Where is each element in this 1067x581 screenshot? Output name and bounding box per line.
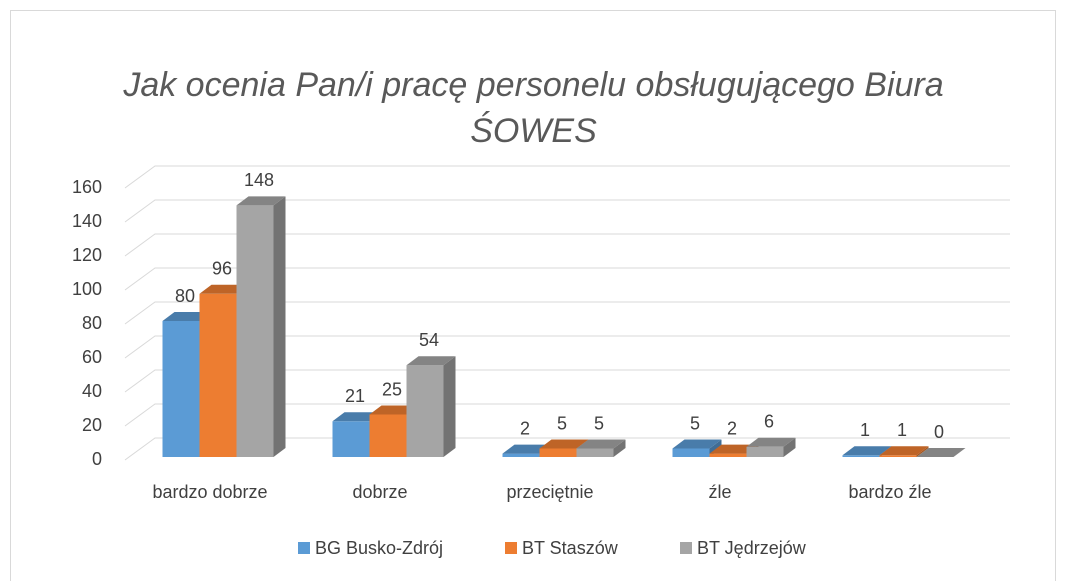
bar-front xyxy=(502,453,540,457)
bar-top xyxy=(332,412,382,422)
x-tick-label: dobrze xyxy=(352,482,407,502)
bar-top xyxy=(709,444,759,454)
data-label: 0 xyxy=(934,422,944,442)
x-tick-label: bardzo źle xyxy=(848,482,931,502)
y-tick-label: 160 xyxy=(72,177,102,197)
data-label: 5 xyxy=(557,413,567,433)
bar-top xyxy=(576,439,626,449)
bar-top xyxy=(369,405,419,415)
legend-label: BT Staszów xyxy=(522,538,619,558)
grid-line xyxy=(124,165,1010,189)
bar-front xyxy=(746,446,784,457)
bar xyxy=(746,437,796,457)
data-label: 96 xyxy=(212,259,232,279)
grid-line xyxy=(124,437,1010,461)
legend-swatch xyxy=(680,542,692,554)
bar-top xyxy=(672,439,722,449)
bar-front xyxy=(236,205,274,457)
grid-line xyxy=(124,199,1010,223)
y-tick-label: 20 xyxy=(82,415,102,435)
bar-front xyxy=(842,455,880,457)
bar-front xyxy=(879,455,917,457)
chart-frame xyxy=(10,10,1056,581)
y-tick-label: 80 xyxy=(82,313,102,333)
bar-side xyxy=(443,356,456,457)
bar xyxy=(236,196,286,457)
bar-front xyxy=(369,414,407,457)
data-label: 54 xyxy=(419,330,439,350)
legend-swatch xyxy=(505,542,517,554)
data-label: 21 xyxy=(345,386,365,406)
bar-front xyxy=(672,448,710,457)
data-label: 5 xyxy=(690,413,700,433)
grid-line xyxy=(124,335,1010,359)
bar-top xyxy=(746,437,796,447)
y-tick-label: 120 xyxy=(72,245,102,265)
grid-line xyxy=(124,233,1010,257)
x-tick-label: przeciętnie xyxy=(506,482,593,502)
bar xyxy=(879,446,929,457)
bar-front xyxy=(576,448,614,457)
data-label: 80 xyxy=(175,286,195,306)
bar-front xyxy=(406,365,444,457)
data-label: 6 xyxy=(764,412,774,432)
bar-side xyxy=(613,439,626,457)
x-tick-label: źle xyxy=(708,482,731,502)
data-label: 148 xyxy=(244,170,274,190)
chart-title: Jak ocenia Pan/i pracę personelu obsługu… xyxy=(123,66,944,150)
grid-line xyxy=(124,403,1010,427)
data-label: 1 xyxy=(897,420,907,440)
y-tick-label: 100 xyxy=(72,279,102,299)
bar-top xyxy=(916,448,966,457)
bar-front xyxy=(709,453,747,457)
bar-top xyxy=(162,312,212,321)
bar-front xyxy=(539,448,577,457)
bar-top xyxy=(879,446,929,456)
bar-top xyxy=(539,439,589,449)
y-tick-label: 0 xyxy=(92,449,102,469)
grid-line xyxy=(124,301,1010,325)
bar-top xyxy=(842,446,892,456)
data-label: 2 xyxy=(520,418,530,438)
bar xyxy=(576,439,626,457)
x-tick-label: bardzo dobrze xyxy=(152,482,267,502)
bar xyxy=(406,356,456,457)
grid-line xyxy=(124,369,1010,393)
bar-front xyxy=(162,321,200,457)
legend-label: BG Busko-Zdrój xyxy=(315,538,443,558)
bar-front xyxy=(199,293,237,457)
y-tick-label: 40 xyxy=(82,381,102,401)
bar-front xyxy=(332,421,370,457)
data-label: 1 xyxy=(860,420,870,440)
bar-top xyxy=(199,284,249,294)
data-label: 5 xyxy=(594,413,604,433)
bar xyxy=(916,448,966,457)
legend-swatch xyxy=(298,542,310,554)
legend-label: BT Jędrzejów xyxy=(697,538,807,558)
data-label: 2 xyxy=(727,418,737,438)
grid-line xyxy=(124,267,1010,291)
y-tick-label: 140 xyxy=(72,211,102,231)
bar-top xyxy=(236,196,286,206)
y-tick-label: 60 xyxy=(82,347,102,367)
data-label: 25 xyxy=(382,379,402,399)
bar-side xyxy=(273,196,286,457)
bar-top xyxy=(406,356,456,366)
bar-side xyxy=(783,437,796,457)
bar-side xyxy=(916,446,929,457)
bar-top xyxy=(502,444,552,454)
